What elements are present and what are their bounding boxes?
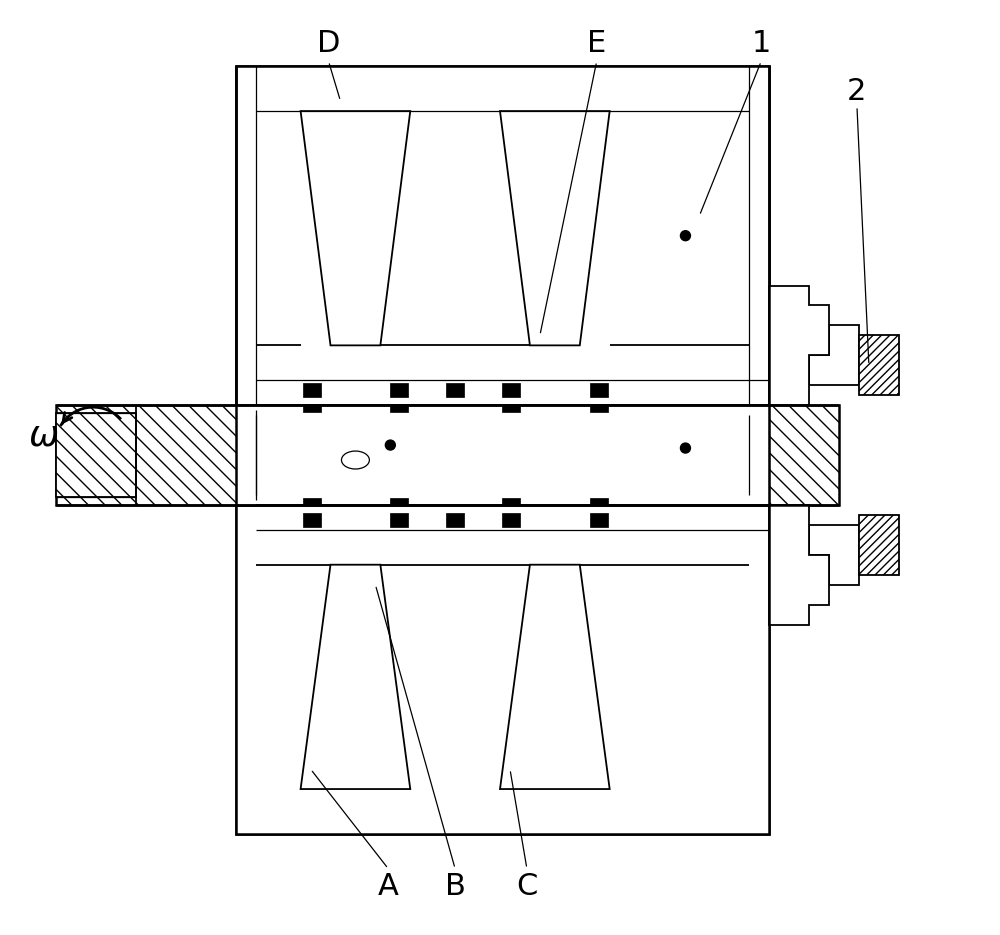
Text: ω: ω [28, 418, 58, 453]
Bar [446, 513, 464, 526]
Circle shape [680, 231, 690, 240]
Bar [590, 513, 608, 526]
Polygon shape [500, 111, 610, 345]
Polygon shape [410, 111, 500, 345]
Polygon shape [256, 66, 749, 111]
Polygon shape [749, 505, 769, 834]
Text: C: C [516, 872, 538, 901]
Ellipse shape [341, 451, 369, 469]
Polygon shape [749, 66, 769, 405]
Polygon shape [580, 345, 749, 405]
Bar [502, 383, 520, 397]
Polygon shape [236, 66, 256, 405]
Bar [502, 498, 520, 505]
Bar [590, 383, 608, 397]
Bar [390, 383, 408, 397]
Polygon shape [380, 345, 530, 405]
Bar [236, 405, 769, 505]
Polygon shape [809, 325, 859, 385]
Polygon shape [380, 505, 530, 565]
Bar [303, 405, 321, 412]
Bar [303, 383, 321, 397]
Bar [236, 66, 769, 405]
Bar [303, 498, 321, 505]
Bar [590, 405, 608, 412]
Bar [859, 515, 899, 575]
Bar [236, 505, 769, 834]
Polygon shape [256, 111, 301, 405]
Bar [390, 498, 408, 505]
Polygon shape [769, 505, 829, 625]
Circle shape [385, 440, 395, 450]
Polygon shape [500, 565, 610, 789]
Polygon shape [380, 565, 530, 794]
Text: E: E [587, 29, 606, 58]
Bar [502, 405, 520, 412]
Text: A: A [378, 872, 399, 901]
Polygon shape [769, 285, 829, 405]
Bar [590, 498, 608, 505]
Polygon shape [809, 525, 859, 584]
Bar [56, 405, 839, 505]
Bar [236, 405, 769, 505]
Bar [446, 383, 464, 397]
Text: 2: 2 [847, 77, 867, 106]
Text: D: D [317, 29, 340, 58]
Polygon shape [236, 505, 256, 834]
Bar [236, 505, 769, 834]
Text: B: B [445, 872, 466, 901]
Bar [303, 513, 321, 526]
Polygon shape [256, 789, 749, 834]
Bar [256, 505, 749, 794]
Polygon shape [301, 111, 410, 345]
Polygon shape [610, 111, 749, 405]
Bar [236, 66, 769, 405]
Polygon shape [256, 505, 331, 789]
Bar [390, 513, 408, 526]
Bar [502, 513, 520, 526]
Polygon shape [256, 345, 331, 405]
Bar [859, 336, 899, 396]
Bar [390, 405, 408, 412]
Text: 1: 1 [752, 29, 771, 58]
Polygon shape [301, 565, 410, 789]
Bar [256, 106, 749, 405]
Bar [56, 413, 136, 496]
Polygon shape [580, 505, 749, 794]
Circle shape [680, 443, 690, 453]
